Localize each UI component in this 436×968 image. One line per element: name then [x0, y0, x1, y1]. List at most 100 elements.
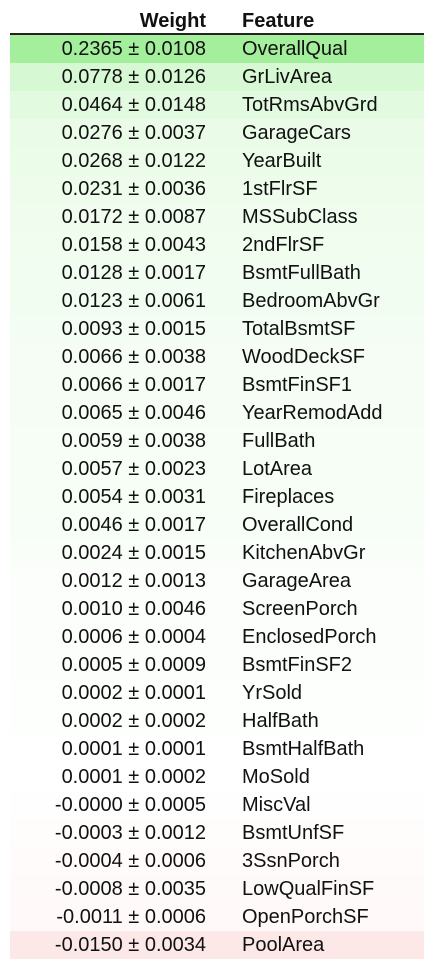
weight-column-header: Weight — [10, 6, 210, 35]
table-row: 0.0002 ± 0.0001 YrSold — [10, 679, 424, 707]
weight-cell: 0.0066 ± 0.0038 — [61, 346, 206, 368]
weight-cell: 0.0001 ± 0.0001 — [61, 738, 206, 760]
feature-cell: BsmtFullBath — [242, 262, 361, 284]
table-row: 0.0231 ± 0.0036 1stFlrSF — [10, 175, 424, 203]
table-row: 0.0172 ± 0.0087 MSSubClass — [10, 203, 424, 231]
table-row: -0.0011 ± 0.0006 OpenPorchSF — [10, 903, 424, 931]
feature-cell: TotalBsmtSF — [242, 318, 356, 340]
feature-cell: BsmtFinSF1 — [242, 374, 353, 396]
table-row: 0.0024 ± 0.0015 KitchenAbvGr — [10, 539, 424, 567]
table-row: 0.0005 ± 0.0009 BsmtFinSF2 — [10, 651, 424, 679]
table-row: 0.0065 ± 0.0046 YearRemodAdd — [10, 399, 424, 427]
table-row: 0.0046 ± 0.0017 OverallCond — [10, 511, 424, 539]
feature-cell: GarageCars — [242, 122, 351, 144]
weight-cell: 0.0128 ± 0.0017 — [61, 262, 206, 284]
weight-cell: 0.0065 ± 0.0046 — [61, 402, 206, 424]
feature-cell: OpenPorchSF — [242, 906, 369, 928]
weight-cell: -0.0000 ± 0.0005 — [54, 794, 206, 816]
weight-cell: 0.0012 ± 0.0013 — [61, 570, 206, 592]
feature-cell: LotArea — [242, 458, 313, 480]
feature-cell: YearBuilt — [242, 150, 322, 172]
table-row: 0.0464 ± 0.0148 TotRmsAbvGrd — [10, 91, 424, 119]
weight-cell: 0.0010 ± 0.0046 — [61, 598, 206, 620]
table-row: -0.0008 ± 0.0035 LowQualFinSF — [10, 875, 424, 903]
weight-cell: 0.0001 ± 0.0002 — [61, 766, 206, 788]
feature-cell: OverallCond — [242, 514, 354, 536]
table-row: 0.0093 ± 0.0015 TotalBsmtSF — [10, 315, 424, 343]
weights-table-container: Weight Feature 0.2365 ± 0.0108 OverallQua… — [10, 6, 424, 959]
feature-cell: BsmtUnfSF — [242, 822, 345, 844]
table-row: 0.0001 ± 0.0002 MoSold — [10, 763, 424, 791]
table-row: 0.0059 ± 0.0038 FullBath — [10, 427, 424, 455]
table-row: 0.0002 ± 0.0002 HalfBath — [10, 707, 424, 735]
table-row: 0.0057 ± 0.0023 LotArea — [10, 455, 424, 483]
table-body: 0.2365 ± 0.0108 OverallQual 0.0778 ± 0.012… — [10, 34, 424, 959]
feature-cell: KitchenAbvGr — [242, 542, 366, 564]
weight-cell: 0.0093 ± 0.0015 — [61, 318, 206, 340]
weight-cell: 0.0002 ± 0.0001 — [61, 682, 206, 704]
weight-cell: 0.0002 ± 0.0002 — [61, 710, 206, 732]
feature-cell: YrSold — [242, 682, 303, 704]
weight-cell: -0.0008 ± 0.0035 — [54, 878, 206, 900]
feature-cell: BsmtHalfBath — [242, 738, 365, 760]
table-row: -0.0003 ± 0.0012 BsmtUnfSF — [10, 819, 424, 847]
weight-cell: 0.0778 ± 0.0126 — [61, 66, 206, 88]
table-row: 0.0128 ± 0.0017 BsmtFullBath — [10, 259, 424, 287]
feature-cell: GarageArea — [242, 570, 351, 592]
table-row: 0.0268 ± 0.0122 YearBuilt — [10, 147, 424, 175]
table-row: 0.0123 ± 0.0061 BedroomAbvGr — [10, 287, 424, 315]
feature-weights-table: Weight Feature 0.2365 ± 0.0108 OverallQua… — [10, 6, 424, 959]
weight-cell: 0.0172 ± 0.0087 — [61, 206, 206, 228]
feature-cell: LowQualFinSF — [242, 878, 375, 900]
feature-cell: EnclosedPorch — [242, 626, 377, 648]
table-row: 0.0066 ± 0.0017 BsmtFinSF1 — [10, 371, 424, 399]
weight-cell: 0.0268 ± 0.0122 — [61, 150, 206, 172]
feature-cell: HalfBath — [242, 710, 319, 732]
weight-cell: 0.0005 ± 0.0009 — [61, 654, 206, 676]
weight-cell: -0.0004 ± 0.0006 — [54, 850, 206, 872]
weight-cell: -0.0003 ± 0.0012 — [54, 822, 206, 844]
feature-cell: GrLivArea — [242, 66, 333, 88]
weight-cell: 0.0464 ± 0.0148 — [61, 94, 206, 116]
table-row: 0.0778 ± 0.0126 GrLivArea — [10, 63, 424, 91]
weight-cell: 0.0057 ± 0.0023 — [61, 458, 206, 480]
feature-cell: YearRemodAdd — [242, 402, 383, 424]
weight-cell: 0.2365 ± 0.0108 — [61, 38, 206, 60]
feature-cell: 3SsnPorch — [242, 850, 340, 872]
weight-cell: 0.0066 ± 0.0017 — [61, 374, 206, 396]
table-row: 0.0158 ± 0.0043 2ndFlrSF — [10, 231, 424, 259]
feature-cell: MoSold — [242, 766, 310, 788]
weight-cell: 0.0024 ± 0.0015 — [61, 542, 206, 564]
weight-cell: -0.0011 ± 0.0006 — [56, 906, 206, 928]
weight-cell: -0.0150 ± 0.0034 — [54, 934, 206, 956]
weight-cell: 0.0123 ± 0.0061 — [61, 290, 206, 312]
weight-cell: 0.0276 ± 0.0037 — [61, 122, 206, 144]
weight-cell: 0.0006 ± 0.0004 — [61, 626, 206, 648]
table-row: -0.0004 ± 0.0006 3SsnPorch — [10, 847, 424, 875]
feature-cell: TotRmsAbvGrd — [242, 94, 378, 116]
feature-cell: FullBath — [242, 430, 316, 452]
feature-cell: BedroomAbvGr — [242, 290, 380, 312]
feature-cell: MiscVal — [242, 794, 311, 816]
weight-cell: 0.0158 ± 0.0043 — [61, 234, 206, 256]
table-row: 0.0276 ± 0.0037 GarageCars — [10, 119, 424, 147]
weight-cell: 0.0059 ± 0.0038 — [61, 430, 206, 452]
feature-cell: MSSubClass — [242, 206, 358, 228]
feature-column-header: Feature — [210, 6, 424, 35]
table-row: 0.2365 ± 0.0108 OverallQual — [10, 34, 424, 63]
feature-cell: OverallQual — [242, 38, 348, 60]
feature-cell: PoolArea — [242, 934, 325, 956]
weight-cell: 0.0046 ± 0.0017 — [61, 514, 206, 536]
table-header-row: Weight Feature — [10, 6, 424, 35]
table-row: -0.0000 ± 0.0005 MiscVal — [10, 791, 424, 819]
feature-cell: ScreenPorch — [242, 598, 358, 620]
table-row: 0.0001 ± 0.0001 BsmtHalfBath — [10, 735, 424, 763]
weight-cell: 0.0231 ± 0.0036 — [61, 178, 206, 200]
table-row: 0.0066 ± 0.0038 WoodDeckSF — [10, 343, 424, 371]
table-row: 0.0010 ± 0.0046 ScreenPorch — [10, 595, 424, 623]
feature-cell: BsmtFinSF2 — [242, 654, 353, 676]
table-row: 0.0054 ± 0.0031 Fireplaces — [10, 483, 424, 511]
feature-cell: 2ndFlrSF — [242, 234, 325, 256]
table-row: 0.0012 ± 0.0013 GarageArea — [10, 567, 424, 595]
table-row: 0.0006 ± 0.0004 EnclosedPorch — [10, 623, 424, 651]
